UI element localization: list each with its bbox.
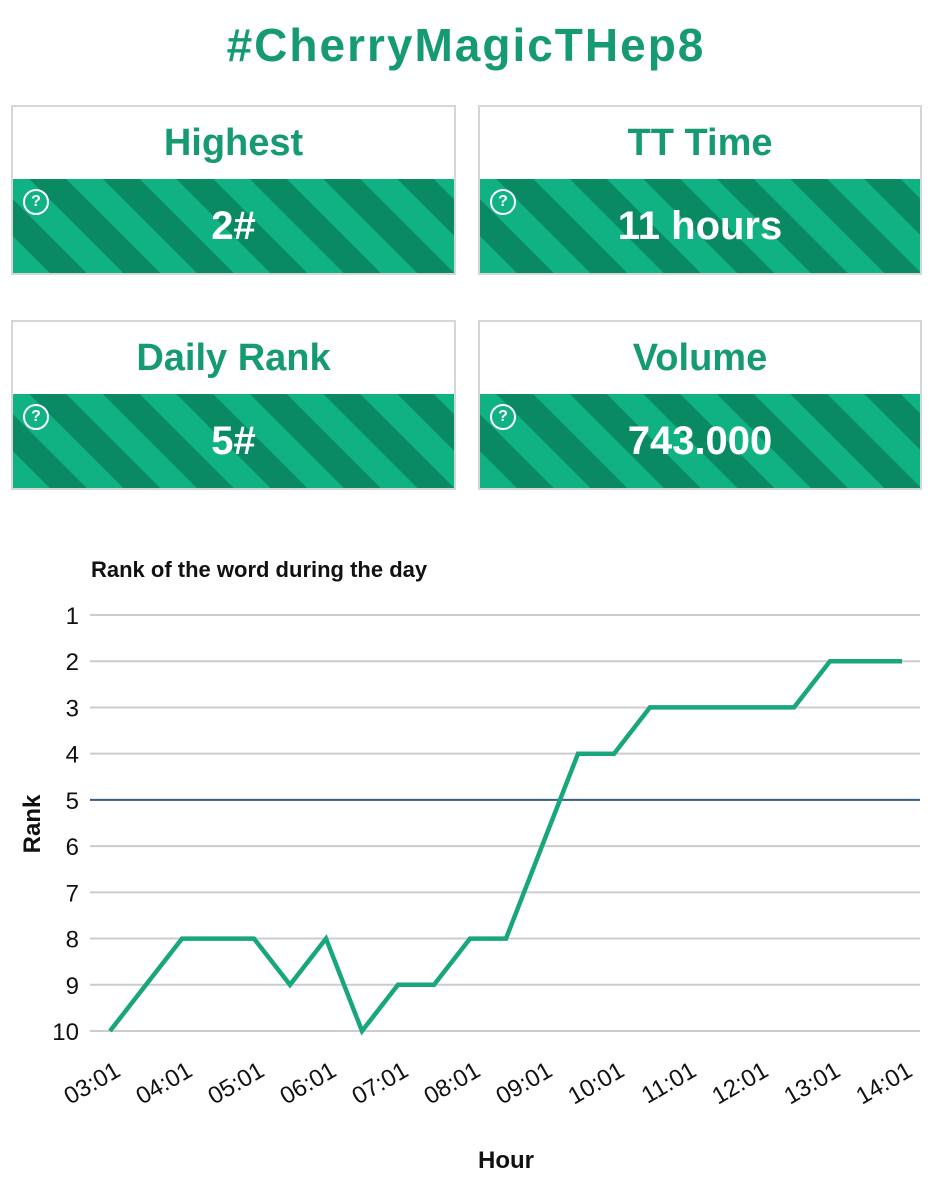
- y-axis-label: Rank: [19, 794, 46, 853]
- card-value-panel: ? 2#: [13, 179, 454, 273]
- x-tick-label: 05:01: [203, 1057, 269, 1110]
- chart-title: Rank of the word during the day: [91, 557, 428, 582]
- card-label: Highest: [163, 122, 304, 164]
- grid-lines: [90, 614, 920, 1032]
- card-value: 5#: [211, 419, 256, 463]
- card-value: 743.000: [627, 419, 773, 463]
- highest-card: Highest ? 2#: [11, 105, 456, 275]
- card-value-panel: ? 743.000: [480, 394, 920, 488]
- y-tick-label: 7: [66, 880, 79, 907]
- y-axis-ticks: 1 2 3 4 5 6 7 8 9 10: [52, 603, 79, 1046]
- card-value-panel: ? 11 hours: [480, 179, 920, 273]
- y-tick-label: 5: [66, 788, 79, 815]
- x-tick-label: 06:01: [275, 1057, 341, 1110]
- page-title: #CherryMagicTHep8: [226, 19, 706, 71]
- y-tick-label: 6: [66, 834, 79, 861]
- x-tick-label: 12:01: [707, 1057, 773, 1110]
- x-tick-label: 14:01: [851, 1057, 917, 1110]
- x-tick-label: 10:01: [563, 1057, 629, 1110]
- x-tick-label: 11:01: [637, 1057, 701, 1110]
- card-value: 2#: [211, 204, 256, 248]
- x-axis-label: Hour: [478, 1147, 534, 1174]
- card-value: 11 hours: [617, 204, 783, 248]
- rank-line-chart: Rank of the word during the day 1 2 3 4 5 6 7 8…: [19, 557, 920, 1174]
- card-value-panel: ? 5#: [13, 394, 454, 488]
- help-circle-icon[interactable]: ?: [490, 404, 516, 430]
- y-tick-label: 10: [52, 1019, 79, 1046]
- x-tick-label: 03:01: [59, 1057, 125, 1110]
- x-tick-label: 07:01: [347, 1057, 413, 1110]
- x-tick-label: 08:01: [419, 1057, 485, 1110]
- card-label: Daily Rank: [136, 337, 331, 379]
- help-circle-icon[interactable]: ?: [23, 404, 49, 430]
- help-circle-icon[interactable]: ?: [23, 189, 49, 215]
- card-label: TT Time: [627, 122, 773, 164]
- volume-card: Volume ? 743.000: [478, 320, 922, 490]
- y-tick-label: 9: [66, 973, 79, 1000]
- x-tick-label: 09:01: [491, 1057, 557, 1110]
- y-tick-label: 1: [66, 603, 79, 630]
- series-layer: [108, 658, 903, 1036]
- x-tick-label: 13:01: [779, 1057, 845, 1110]
- tt-time-card: TT Time ? 11 hours: [478, 105, 922, 275]
- y-tick-label: 2: [66, 649, 79, 676]
- help-circle-icon[interactable]: ?: [490, 189, 516, 215]
- daily-rank-card: Daily Rank ? 5#: [11, 320, 456, 490]
- y-tick-label: 8: [66, 927, 79, 954]
- x-tick-label: 04:01: [131, 1057, 197, 1110]
- x-axis-ticks: 03:01 04:01 05:01 06:01 07:01 08:01 09:01 10:01…: [59, 1057, 917, 1110]
- card-label: Volume: [632, 337, 768, 379]
- y-tick-label: 3: [66, 695, 79, 722]
- y-tick-label: 4: [66, 742, 79, 769]
